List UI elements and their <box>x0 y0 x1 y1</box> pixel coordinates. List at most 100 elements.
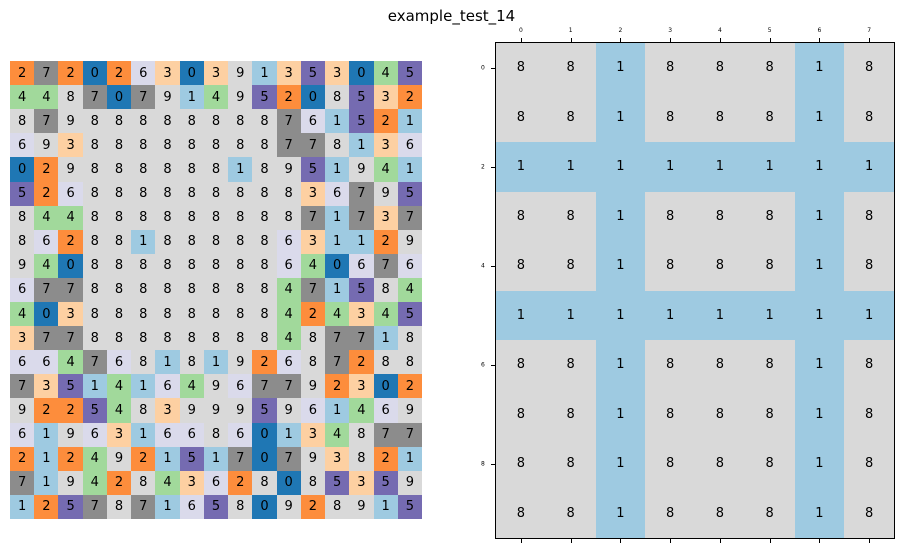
input-cell: 1 <box>155 350 180 375</box>
y-tick-mark <box>491 364 495 366</box>
x-tick-mark <box>620 38 622 42</box>
input-cell: 8 <box>82 181 107 206</box>
input-cell: 3 <box>203 61 229 86</box>
input-cell: 4 <box>397 277 422 303</box>
input-cell: 2 <box>58 398 83 423</box>
input-cell: 5 <box>397 181 422 206</box>
input-cell: 6 <box>58 181 83 206</box>
input-cell: 8 <box>228 229 253 254</box>
y-tick-label: 6 <box>481 361 485 369</box>
input-cell: 9 <box>228 85 253 110</box>
y-tick-label: 4 <box>481 262 485 270</box>
input-cell: 6 <box>300 398 326 423</box>
input-cell: 8 <box>82 133 107 158</box>
output-cell: 1 <box>794 241 845 291</box>
output-cell: 8 <box>645 488 695 538</box>
input-cell: 8 <box>228 494 253 519</box>
input-cell: 7 <box>58 326 83 351</box>
input-cell: 5 <box>58 494 83 519</box>
input-cell: 4 <box>373 157 398 182</box>
input-cell: 1 <box>397 109 422 134</box>
input-cell: 4 <box>325 422 350 447</box>
input-cell: 6 <box>397 133 422 158</box>
input-cell: 0 <box>373 374 398 399</box>
input-cell: 0 <box>252 422 277 447</box>
input-cell: 6 <box>82 422 107 447</box>
output-cell: 8 <box>496 389 546 439</box>
input-cell: 2 <box>58 61 83 86</box>
x-tick-label: 6 <box>817 27 822 34</box>
x-tick-mark-bottom <box>819 539 821 543</box>
output-cell: 8 <box>695 241 745 291</box>
input-cell: 8 <box>252 229 277 254</box>
input-cell: 8 <box>155 277 180 303</box>
output-cell: 8 <box>695 191 745 241</box>
input-cell: 2 <box>252 350 277 375</box>
input-cell: 1 <box>203 446 229 471</box>
input-cell: 7 <box>34 109 59 134</box>
input-cell: 8 <box>106 205 132 230</box>
output-cell: 1 <box>595 142 646 192</box>
input-cell: 4 <box>82 470 107 495</box>
input-cell: 3 <box>325 61 350 86</box>
output-cell: 8 <box>645 92 695 142</box>
input-cell: 8 <box>155 133 180 158</box>
output-cell: 1 <box>794 488 845 538</box>
input-cell: 6 <box>10 350 35 375</box>
input-cell: 2 <box>34 398 59 423</box>
output-cell: 1 <box>595 439 646 489</box>
input-cell: 7 <box>228 446 253 471</box>
x-tick-label: 7 <box>867 27 872 34</box>
output-cell: 1 <box>595 43 646 93</box>
input-cell: 8 <box>179 326 204 351</box>
y-tick-mark <box>491 463 495 465</box>
input-cell: 9 <box>300 374 326 399</box>
input-cell: 9 <box>203 374 229 399</box>
input-cell: 7 <box>349 205 374 230</box>
input-cell: 4 <box>58 350 83 375</box>
input-cell: 8 <box>203 326 229 351</box>
input-cell: 3 <box>349 374 374 399</box>
output-cell: 8 <box>744 340 795 390</box>
input-cell: 4 <box>58 205 83 230</box>
input-cell: 2 <box>373 446 398 471</box>
input-cell: 9 <box>58 157 83 182</box>
output-cell: 1 <box>645 142 695 192</box>
x-tick-mark-bottom <box>570 539 572 543</box>
input-cell: 8 <box>349 446 374 471</box>
input-cell: 8 <box>58 85 83 110</box>
input-cell: 4 <box>373 61 398 86</box>
input-cell: 4 <box>325 302 350 327</box>
input-cell: 8 <box>131 350 156 375</box>
output-cell: 1 <box>695 142 745 192</box>
input-cell: 7 <box>34 326 59 351</box>
input-cell: 0 <box>106 85 132 110</box>
input-cell: 8 <box>131 109 156 134</box>
output-cell: 8 <box>744 191 795 241</box>
input-cell: 0 <box>34 302 59 327</box>
input-cell: 5 <box>58 374 83 399</box>
input-cell: 5 <box>10 181 35 206</box>
input-cell: 1 <box>252 61 277 86</box>
input-cell: 1 <box>325 398 350 423</box>
input-cell: 8 <box>106 229 132 254</box>
input-cell: 2 <box>34 494 59 519</box>
input-cell: 4 <box>34 253 59 278</box>
input-cell: 7 <box>252 374 277 399</box>
input-cell: 6 <box>106 350 132 375</box>
input-cell: 2 <box>58 446 83 471</box>
output-cell: 8 <box>496 340 546 390</box>
input-cell: 8 <box>252 181 277 206</box>
input-cell: 8 <box>82 326 107 351</box>
input-cell: 4 <box>276 277 301 303</box>
output-cell: 1 <box>496 290 546 340</box>
input-cell: 8 <box>179 157 204 182</box>
input-cell: 8 <box>82 205 107 230</box>
input-cell: 4 <box>276 326 301 351</box>
input-cell: 4 <box>10 302 35 327</box>
input-cell: 8 <box>203 109 229 134</box>
input-cell: 7 <box>373 253 398 278</box>
output-cell: 8 <box>744 439 795 489</box>
input-cell: 6 <box>203 470 229 495</box>
input-cell: 8 <box>82 302 107 327</box>
